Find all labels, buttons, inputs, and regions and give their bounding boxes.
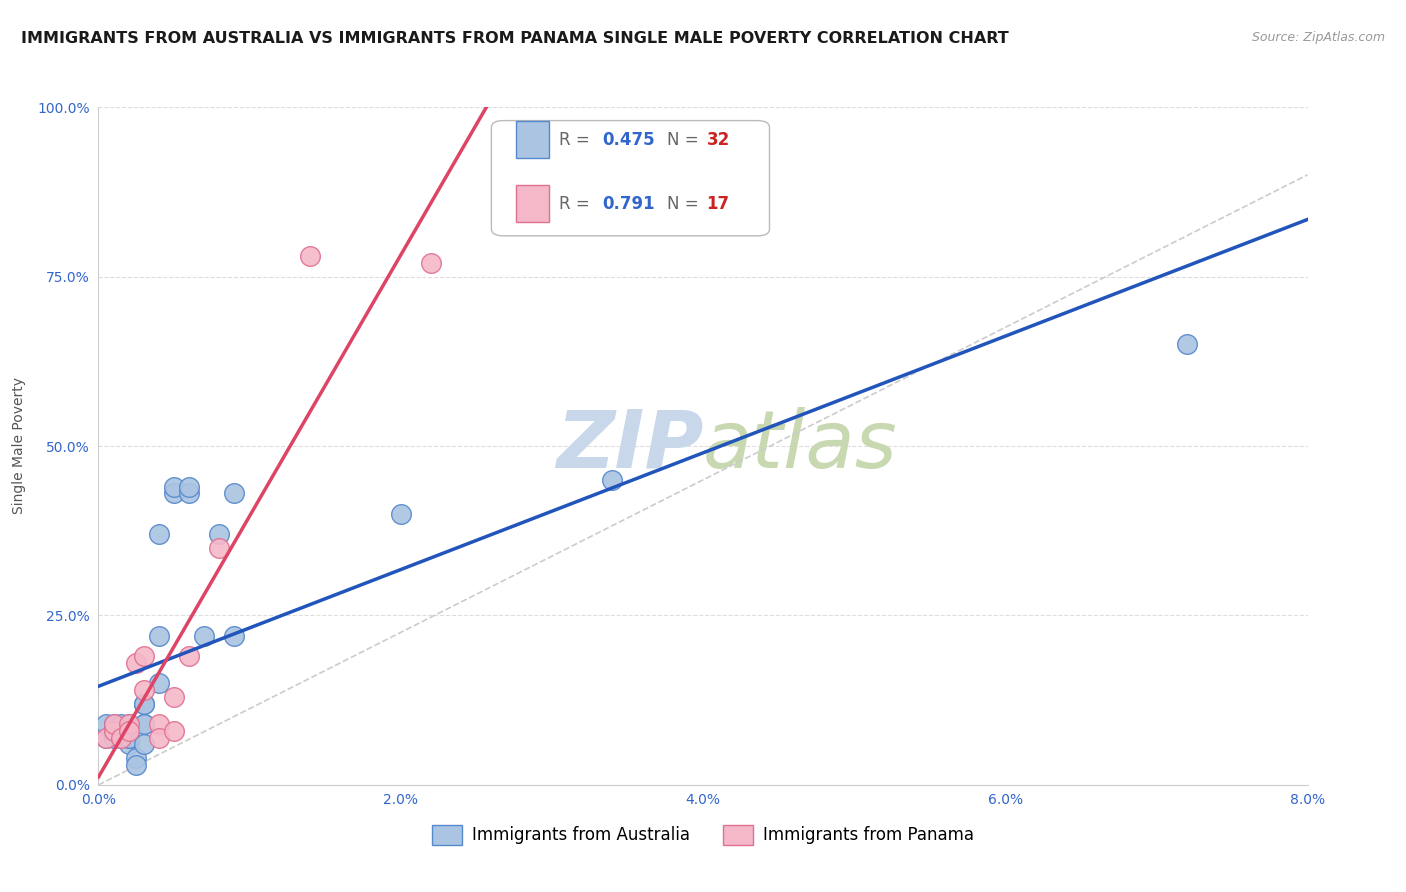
Point <box>389 507 412 521</box>
Point <box>118 717 141 731</box>
Y-axis label: Single Male Poverty: Single Male Poverty <box>13 377 27 515</box>
Text: 32: 32 <box>707 130 730 149</box>
Point <box>179 486 201 500</box>
Point <box>118 723 141 738</box>
Point <box>148 527 170 541</box>
Point <box>132 697 155 711</box>
Text: Source: ZipAtlas.com: Source: ZipAtlas.com <box>1251 31 1385 45</box>
Point <box>602 473 624 487</box>
FancyBboxPatch shape <box>492 120 769 235</box>
Point <box>132 697 155 711</box>
Point <box>224 629 246 643</box>
Point <box>118 731 141 745</box>
Point <box>148 676 170 690</box>
Point <box>94 731 117 745</box>
Text: atlas: atlas <box>703 407 898 485</box>
Point <box>103 731 125 745</box>
Text: 0.791: 0.791 <box>603 195 655 213</box>
FancyBboxPatch shape <box>516 185 550 222</box>
Point <box>110 717 132 731</box>
Point <box>1175 337 1198 351</box>
Point <box>94 717 117 731</box>
Point <box>103 717 125 731</box>
Point <box>179 480 201 494</box>
Point <box>208 527 231 541</box>
Point <box>163 690 186 704</box>
Point <box>125 751 148 765</box>
Point <box>163 480 186 494</box>
Point <box>148 629 170 643</box>
Legend: Immigrants from Australia, Immigrants from Panama: Immigrants from Australia, Immigrants fr… <box>425 819 981 851</box>
Text: R =: R = <box>560 130 595 149</box>
Text: R =: R = <box>560 195 595 213</box>
Point <box>94 731 117 745</box>
Point <box>148 731 170 745</box>
Point <box>148 717 170 731</box>
Text: IMMIGRANTS FROM AUSTRALIA VS IMMIGRANTS FROM PANAMA SINGLE MALE POVERTY CORRELAT: IMMIGRANTS FROM AUSTRALIA VS IMMIGRANTS … <box>21 31 1010 46</box>
Point <box>193 629 215 643</box>
Point <box>103 723 125 738</box>
Point <box>132 683 155 698</box>
Point <box>299 249 322 263</box>
Point <box>110 731 132 745</box>
Point <box>132 717 155 731</box>
Point <box>118 731 141 745</box>
Point <box>208 541 231 555</box>
Point <box>420 256 443 270</box>
Point <box>132 649 155 664</box>
FancyBboxPatch shape <box>516 120 550 158</box>
Point <box>179 649 201 664</box>
Text: ZIP: ZIP <box>555 407 703 485</box>
Point <box>103 717 125 731</box>
Point <box>132 737 155 751</box>
Point <box>125 757 148 772</box>
Point <box>132 717 155 731</box>
Point <box>224 486 246 500</box>
Text: N =: N = <box>666 195 703 213</box>
Point <box>163 486 186 500</box>
Point <box>163 723 186 738</box>
Point <box>118 737 141 751</box>
Text: 0.475: 0.475 <box>603 130 655 149</box>
Point <box>110 731 132 745</box>
Text: N =: N = <box>666 130 703 149</box>
Point <box>125 656 148 670</box>
Text: 17: 17 <box>707 195 730 213</box>
Point <box>118 717 141 731</box>
Point <box>103 723 125 738</box>
